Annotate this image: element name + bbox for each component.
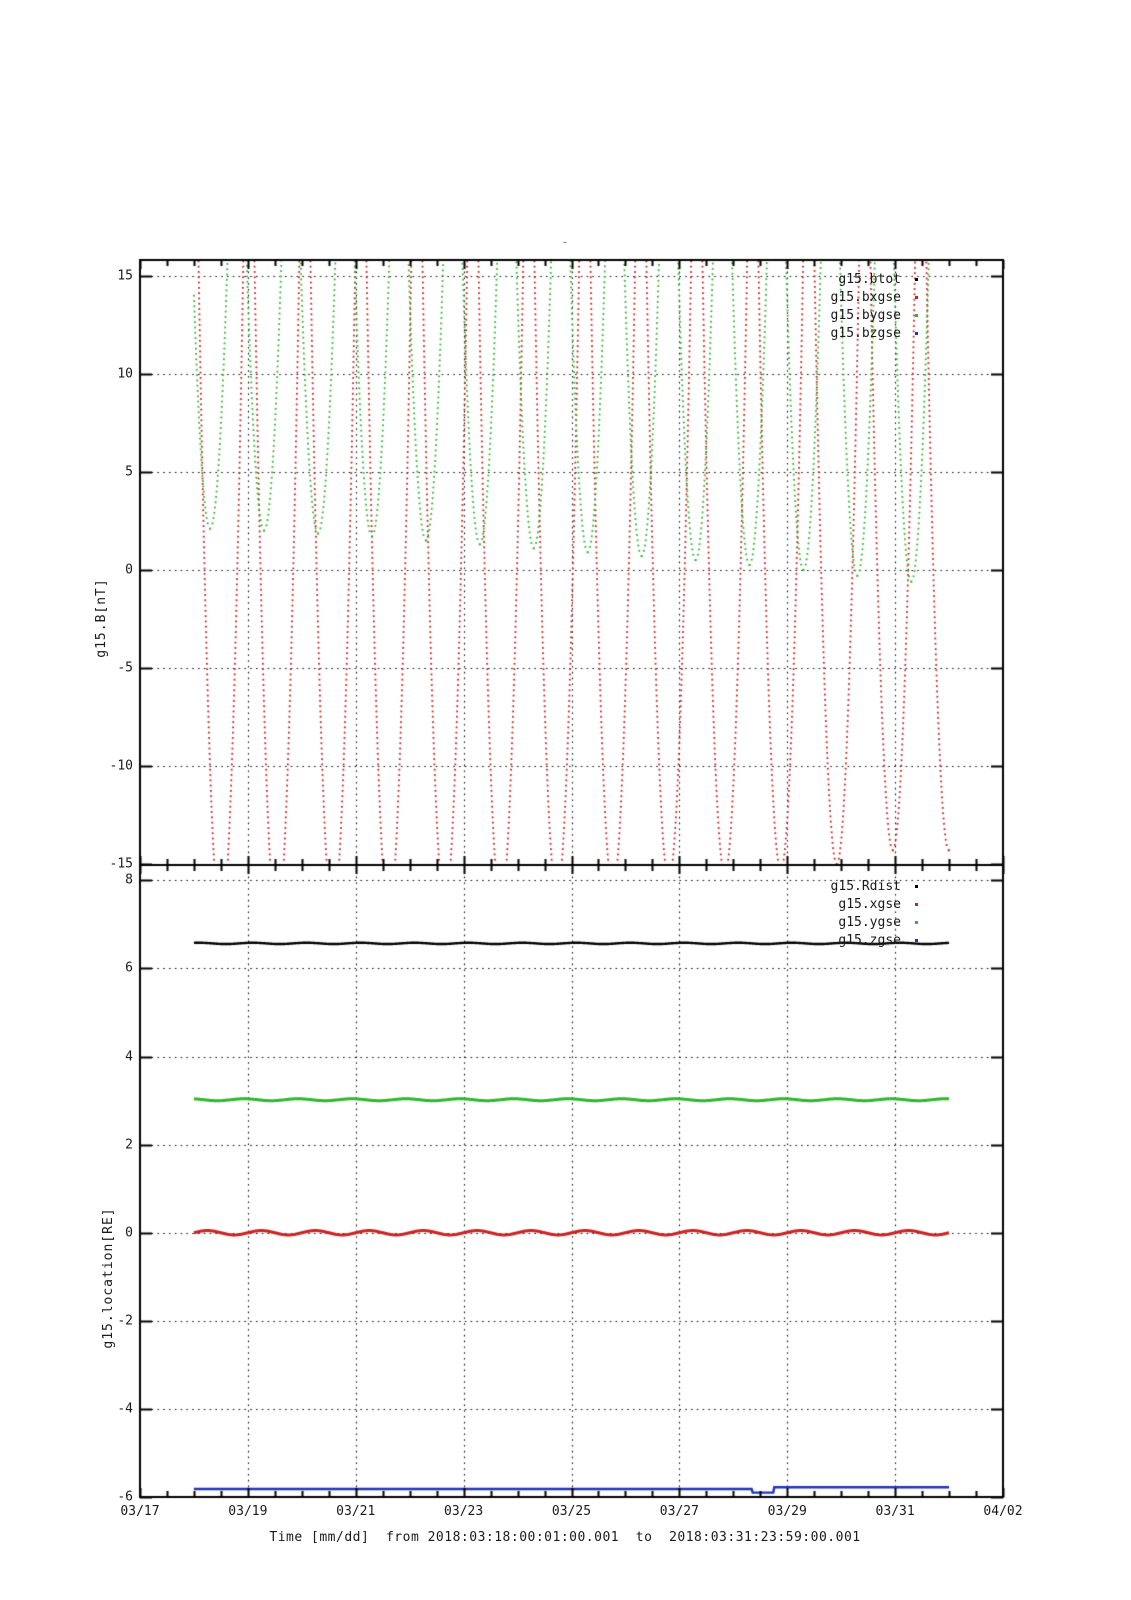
field-ytick-label: 0 [125,562,133,578]
xtick-label: 04/02 [983,1504,1023,1519]
field-legend-marker-dot-icon [915,278,918,281]
location-panel-ylabel: g15.location[RE] [101,1207,116,1349]
field-ytick-label: 5 [125,464,133,480]
field-legend-item: g15.bzgse [700,325,960,343]
field-legend-label: g15.bxgse [830,290,901,305]
field-legend-item: g15.bygse [700,307,960,325]
location-legend-marker-dot-icon [915,903,918,906]
xtick-label: 03/31 [875,1504,915,1519]
location-legend-label: g15.xgse [838,897,901,912]
location-ytick-label: 0 [125,1225,133,1241]
location-legend-marker-dot-icon [915,921,918,924]
location-ytick-label: 6 [125,960,133,976]
xtick-label: 03/21 [336,1504,376,1519]
xtick-label: 03/23 [444,1504,484,1519]
field-ytick-label: -10 [109,758,133,774]
location-legend-marker-dot-icon [915,885,918,888]
field-legend-label: g15.btot [838,272,901,287]
location-legend-item: g15.zgse [700,932,960,950]
location-ytick-label: 8 [125,872,133,888]
location-panel-legend: g15.Rdist g15.xgse g15.ygse g15.zgse [700,878,960,950]
xtick-label: 03/27 [659,1504,699,1519]
figure-title: - [561,235,569,250]
field-panel-legend: g15.btot g15.bxgse g15.bygse g15.bzgse [700,271,960,343]
field-ytick-label: 15 [117,268,133,284]
xaxis-title: Time [mm/dd] from 2018:03:18:00:01:00.00… [269,1530,861,1545]
field-legend-marker-dot-icon [915,296,918,299]
field-legend-item: g15.btot [700,271,960,289]
xtick-label: 03/29 [767,1504,807,1519]
location-legend-label: g15.Rdist [830,879,901,894]
location-ytick-label: -4 [117,1401,133,1417]
xtick-label: 03/19 [228,1504,268,1519]
field-panel-ylabel: g15.B[nT] [94,578,109,658]
field-legend-marker-dot-icon [915,332,918,335]
location-legend-item: g15.Rdist [700,878,960,896]
field-ytick-label: 10 [117,366,133,382]
field-legend-label: g15.bygse [830,308,901,323]
field-ytick-label: -5 [117,660,133,676]
xtick-label: 03/17 [120,1504,160,1519]
location-legend-item: g15.xgse [700,896,960,914]
location-legend-item: g15.ygse [700,914,960,932]
field-legend-item: g15.bxgse [700,289,960,307]
location-ytick-label: 2 [125,1137,133,1153]
location-legend-marker-dot-icon [915,939,918,942]
location-ytick-label: 4 [125,1049,133,1065]
field-legend-marker-dot-icon [915,314,918,317]
field-ytick-label: -15 [109,856,133,872]
location-ytick-label: -6 [117,1489,133,1505]
xtick-label: 03/25 [551,1504,592,1519]
location-ytick-label: -2 [117,1313,133,1329]
location-legend-label: g15.zgse [838,933,901,948]
location-legend-label: g15.ygse [838,915,901,930]
field-legend-label: g15.bzgse [830,326,901,341]
